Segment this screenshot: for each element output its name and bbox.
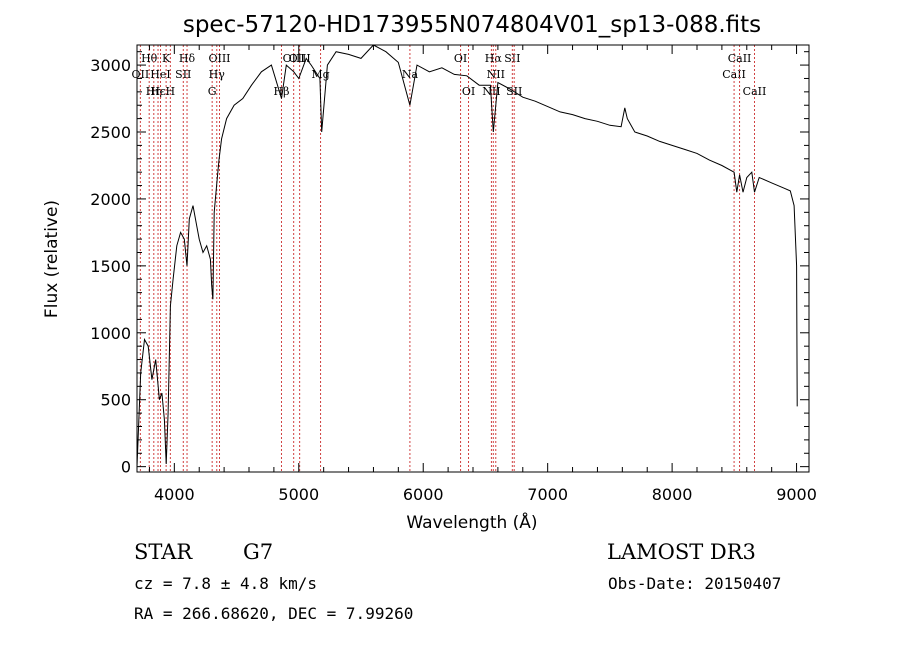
x-tick-label: 8000 <box>652 485 693 504</box>
y-tick-label: 2000 <box>90 190 131 209</box>
spectral-line-label: OI <box>462 85 475 98</box>
x-tick-label: 9000 <box>776 485 817 504</box>
spectral-line-label: H <box>166 85 176 98</box>
spectral-line-label: OIII <box>208 52 230 65</box>
spectral-line-label: NII <box>487 68 505 81</box>
spectral-line-label: OIII <box>289 52 311 65</box>
spectral-line-label: G <box>208 85 217 98</box>
y-tick-label: 0 <box>121 458 131 477</box>
spectral-line-label: HeI <box>150 68 170 81</box>
spectral-line-label: Hα <box>485 52 503 65</box>
spectral-line-label: Mg <box>311 68 329 81</box>
spectral-line-label: K <box>162 52 171 65</box>
redshift-cz: cz = 7.8 ± 4.8 km/s <box>134 574 318 593</box>
spectral-line-label: Hβ <box>274 85 290 98</box>
spectral-line-label: OI <box>454 52 467 65</box>
x-axis-label: Wavelength (Å) <box>406 511 537 533</box>
chart-title: spec-57120-HD173955N074804V01_sp13-088.f… <box>183 12 761 38</box>
y-axis-label: Flux (relative) <box>42 200 62 318</box>
spectral-line-label: Hδ <box>179 52 196 65</box>
spectrum-line <box>136 44 798 467</box>
spectral-line-label: CaII <box>722 68 746 81</box>
obs-date: Obs-Date: 20150407 <box>608 574 782 593</box>
x-tick-label: 5000 <box>278 485 319 504</box>
object-class: STAR <box>134 540 193 564</box>
spectral-line-label: CaII <box>743 85 767 98</box>
spectral-line-label: SII <box>175 68 191 81</box>
y-tick-label: 3000 <box>90 56 131 75</box>
spectral-line-label: SII <box>504 52 520 65</box>
x-tick-label: 4000 <box>154 485 195 504</box>
spectral-line-label: Hγ <box>209 68 226 81</box>
spectral-line-label: OII <box>132 68 150 81</box>
plot-frame <box>136 44 810 473</box>
x-tick-label: 6000 <box>403 485 444 504</box>
y-tick-label: 1500 <box>90 257 131 276</box>
y-tick-label: 2500 <box>90 123 131 142</box>
coordinates: RA = 266.68620, DEC = 7.99260 <box>134 604 414 623</box>
y-tick-label: 500 <box>100 391 131 410</box>
spectral-line-label: Hθ <box>141 52 158 65</box>
survey-label: LAMOST DR3 <box>607 540 756 564</box>
spectral-line-label: Hε <box>150 85 166 98</box>
y-tick-label: 1000 <box>90 324 131 343</box>
x-tick-label: 7000 <box>527 485 568 504</box>
spectral-line-label: CaII <box>728 52 752 65</box>
object-subclass: G7 <box>243 540 274 564</box>
